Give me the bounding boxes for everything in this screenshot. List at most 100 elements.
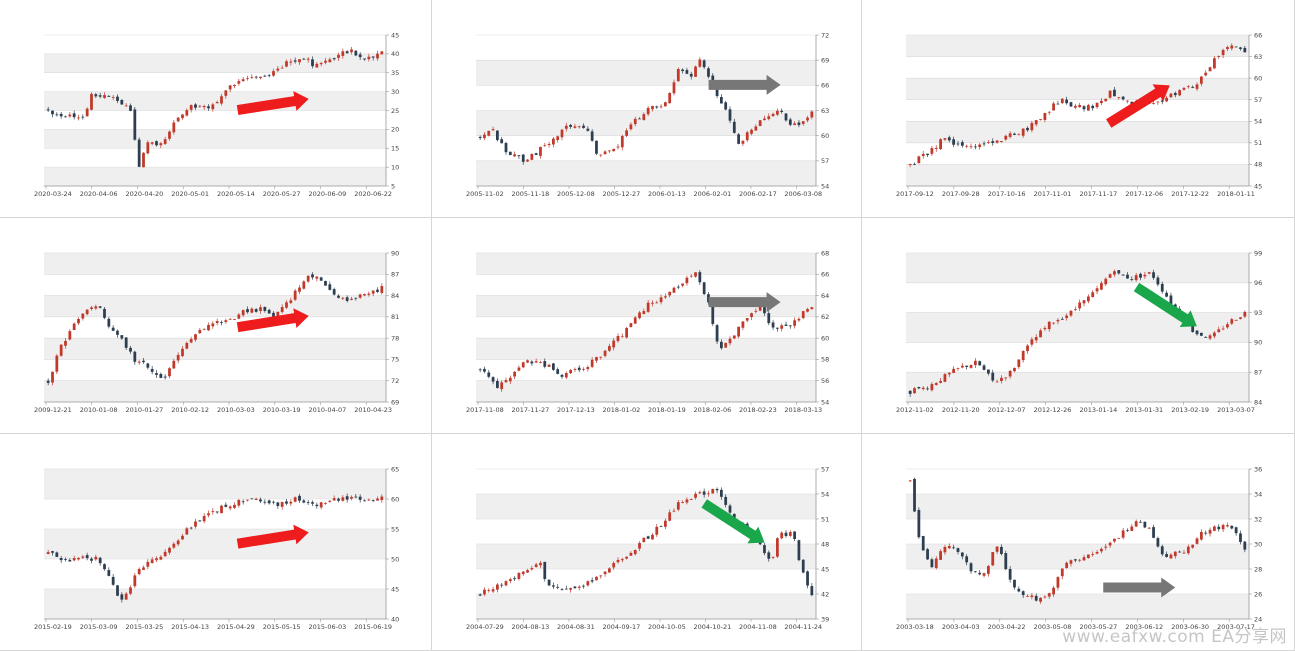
candle <box>1208 527 1212 537</box>
candlestick-chart-8: 39 42 45 48 51 54 57 2004-07-29 2004-08-13 2004-0… <box>466 465 829 631</box>
candle <box>750 128 753 136</box>
candle <box>776 537 779 559</box>
candle <box>1195 330 1199 336</box>
candle <box>771 112 775 117</box>
candle <box>1069 310 1073 318</box>
y-tick-label: 84 <box>1254 398 1262 406</box>
candle <box>659 104 663 109</box>
candle <box>1226 45 1229 52</box>
candle <box>181 113 184 120</box>
candle <box>642 112 646 121</box>
candle <box>1243 45 1247 53</box>
candle <box>137 359 141 365</box>
candle <box>1034 334 1038 344</box>
candle <box>711 488 715 494</box>
x-tick-label: 2005-12-08 <box>557 190 595 198</box>
y-tick-label: 60 <box>1254 74 1262 82</box>
x-tick-label: 2018-02-23 <box>739 406 777 414</box>
chart-panel-1: 5 10 15 20 25 30 35 40 45 2020-03-24 2020-04-06 202… <box>0 0 432 218</box>
x-tick-label: 2003-04-22 <box>988 623 1026 631</box>
candle <box>133 572 137 589</box>
y-tick-label: 48 <box>821 540 829 548</box>
candle <box>603 349 607 358</box>
candle <box>1178 550 1182 553</box>
candle <box>612 561 616 570</box>
candle <box>702 281 706 295</box>
grid-band <box>906 519 1249 544</box>
candle <box>978 360 982 366</box>
candle <box>1234 526 1238 536</box>
candle <box>1004 134 1008 141</box>
candle <box>1021 128 1025 138</box>
candle <box>233 502 236 509</box>
candle <box>1100 281 1103 291</box>
candle <box>1152 269 1155 280</box>
y-tick-label: 69 <box>821 56 829 64</box>
candle <box>159 141 163 149</box>
y-tick-label: 56 <box>821 377 829 385</box>
candle <box>913 386 916 394</box>
candle <box>311 56 314 69</box>
candle <box>1026 594 1029 597</box>
candle <box>376 50 379 61</box>
candle <box>68 329 72 341</box>
candle <box>642 537 646 543</box>
grid-band <box>906 35 1249 57</box>
candle <box>508 151 512 156</box>
candle <box>168 546 171 555</box>
candle <box>1078 102 1082 108</box>
candle <box>668 92 672 104</box>
candle <box>116 584 119 597</box>
candle <box>973 571 977 573</box>
x-tick-label: 2003-06-30 <box>1171 623 1209 631</box>
candle <box>982 364 986 371</box>
candle <box>620 333 624 338</box>
candle <box>577 125 581 129</box>
trend-arrow-icon <box>1133 282 1197 328</box>
candle <box>55 112 59 117</box>
candle <box>354 493 358 499</box>
candle <box>681 283 684 288</box>
candle <box>276 501 280 509</box>
x-tick-label: 2018-02-06 <box>693 406 731 414</box>
candle <box>1104 277 1108 286</box>
x-tick-label: 2018-01-11 <box>1217 190 1255 198</box>
candle <box>46 549 50 555</box>
y-tick-label: 64 <box>821 292 829 300</box>
candle <box>250 498 254 500</box>
y-tick-label: 5 <box>391 182 395 190</box>
candle <box>111 94 115 101</box>
candle <box>302 57 306 60</box>
candle <box>917 507 921 539</box>
y-tick-label: 45 <box>821 565 829 573</box>
candle <box>1008 369 1012 379</box>
candle <box>176 539 180 547</box>
candle <box>797 119 801 128</box>
trend-arrow-icon <box>1103 577 1176 598</box>
candle <box>371 290 375 297</box>
candle <box>207 510 210 518</box>
candle <box>646 535 650 539</box>
y-tick-label: 35 <box>391 69 399 77</box>
candle <box>311 272 314 280</box>
grid-band <box>44 529 386 559</box>
candle <box>995 546 999 555</box>
candle <box>1113 538 1116 544</box>
candle <box>185 108 189 117</box>
candle <box>376 287 379 294</box>
candle <box>280 65 284 69</box>
candle <box>64 115 67 118</box>
candle <box>1026 343 1029 354</box>
candle <box>1117 537 1121 539</box>
candle <box>1230 43 1234 51</box>
candle <box>668 291 672 298</box>
candle <box>332 495 336 501</box>
candle <box>90 92 93 111</box>
candle <box>72 110 76 120</box>
candle <box>1013 132 1016 136</box>
candle <box>926 386 929 391</box>
candle <box>569 123 572 129</box>
grid-band <box>476 380 816 402</box>
candle <box>620 134 624 151</box>
y-tick-label: 32 <box>1254 515 1262 523</box>
